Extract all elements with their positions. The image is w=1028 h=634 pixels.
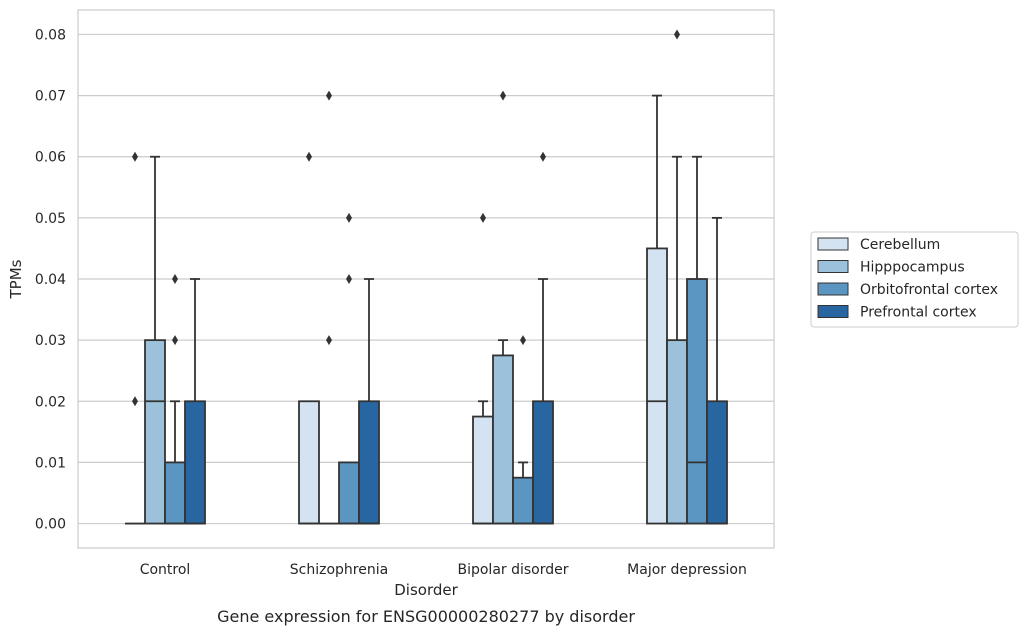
plot-frame xyxy=(77,9,775,549)
outlier-marker xyxy=(540,151,546,162)
outlier-marker xyxy=(172,274,178,284)
x-tick-label: Major depression xyxy=(627,562,747,578)
box-body xyxy=(164,461,186,525)
y-tick-label: 0.05 xyxy=(35,211,66,227)
y-tick-label: 0.07 xyxy=(35,89,66,105)
boxes-group xyxy=(125,29,728,525)
box-body xyxy=(338,461,360,525)
box-body xyxy=(472,415,494,525)
box-prefrontal-cortex xyxy=(184,278,206,525)
outlier-marker xyxy=(346,274,352,284)
legend-swatch xyxy=(817,305,849,318)
box-cerebellum xyxy=(646,94,668,525)
outlier-marker xyxy=(674,29,680,40)
box-hipppocampus xyxy=(319,90,339,525)
box-body xyxy=(184,400,206,525)
outlier-marker xyxy=(520,335,526,346)
box-orbitofrontal-cortex xyxy=(338,212,360,525)
outlier-marker xyxy=(172,335,178,346)
outlier-marker xyxy=(346,212,352,223)
box-hipppocampus xyxy=(666,29,688,525)
box-body xyxy=(492,354,514,525)
x-tick-label: Schizophrenia xyxy=(290,562,388,578)
box-cerebellum xyxy=(298,151,320,525)
box-body xyxy=(512,476,534,525)
box-body xyxy=(646,247,668,525)
y-tick-label: 0.06 xyxy=(35,150,66,166)
outlier-marker xyxy=(480,212,486,223)
x-axis-label: Disorder xyxy=(394,581,458,599)
legend-label: Orbitofrontal cortex xyxy=(860,282,998,298)
y-tick-label: 0.04 xyxy=(35,272,66,288)
box-orbitofrontal-cortex xyxy=(512,335,534,525)
box-orbitofrontal-cortex xyxy=(164,274,186,525)
legend-label: Hipppocampus xyxy=(860,260,965,276)
box-hipppocampus xyxy=(492,90,514,525)
legend-frame xyxy=(810,231,1019,328)
box-body xyxy=(706,400,728,525)
legend-swatch xyxy=(817,260,849,273)
box-body xyxy=(666,339,688,525)
box-prefrontal-cortex xyxy=(358,278,380,525)
box-hipppocampus xyxy=(144,155,166,525)
x-tick-label: Bipolar disorder xyxy=(457,562,568,578)
y-tick-label: 0.00 xyxy=(35,517,66,533)
x-tick-labels: Control Schizophrenia Bipolar disorder Majo… xyxy=(140,562,747,578)
y-tick-label: 0.03 xyxy=(35,333,66,349)
legend-swatch xyxy=(817,237,849,251)
box-body xyxy=(144,339,166,525)
y-axis-label: TPMs xyxy=(7,259,25,299)
y-tick-label: 0.08 xyxy=(35,27,66,43)
box-cerebellum xyxy=(125,151,145,525)
box-body xyxy=(358,400,380,525)
outlier-marker xyxy=(132,396,138,407)
outlier-marker xyxy=(306,151,312,162)
box-body xyxy=(298,400,320,525)
outlier-marker xyxy=(326,335,332,346)
y-tick-labels: 0.00 0.01 0.02 0.03 0.04 0.05 0.06 0.07 0.08 xyxy=(35,27,66,532)
x-tick-label: Control xyxy=(140,562,191,578)
box-body xyxy=(686,278,708,525)
outlier-marker xyxy=(326,90,332,101)
box-prefrontal-cortex xyxy=(706,216,728,525)
legend-label: Cerebellum xyxy=(860,237,940,253)
outlier-marker xyxy=(500,90,506,101)
outlier-marker xyxy=(132,151,138,162)
legend-swatch xyxy=(817,282,849,296)
y-tick-label: 0.02 xyxy=(35,394,66,410)
legend-label: Prefrontal cortex xyxy=(860,305,977,321)
chart-caption: Gene expression for ENSG00000280277 by d… xyxy=(217,607,635,626)
y-tick-label: 0.01 xyxy=(35,455,66,471)
box-prefrontal-cortex xyxy=(532,151,554,525)
box-body xyxy=(532,400,554,525)
legend: Cerebellum Hipppocampus Orbitofrontal cort… xyxy=(810,231,1019,328)
